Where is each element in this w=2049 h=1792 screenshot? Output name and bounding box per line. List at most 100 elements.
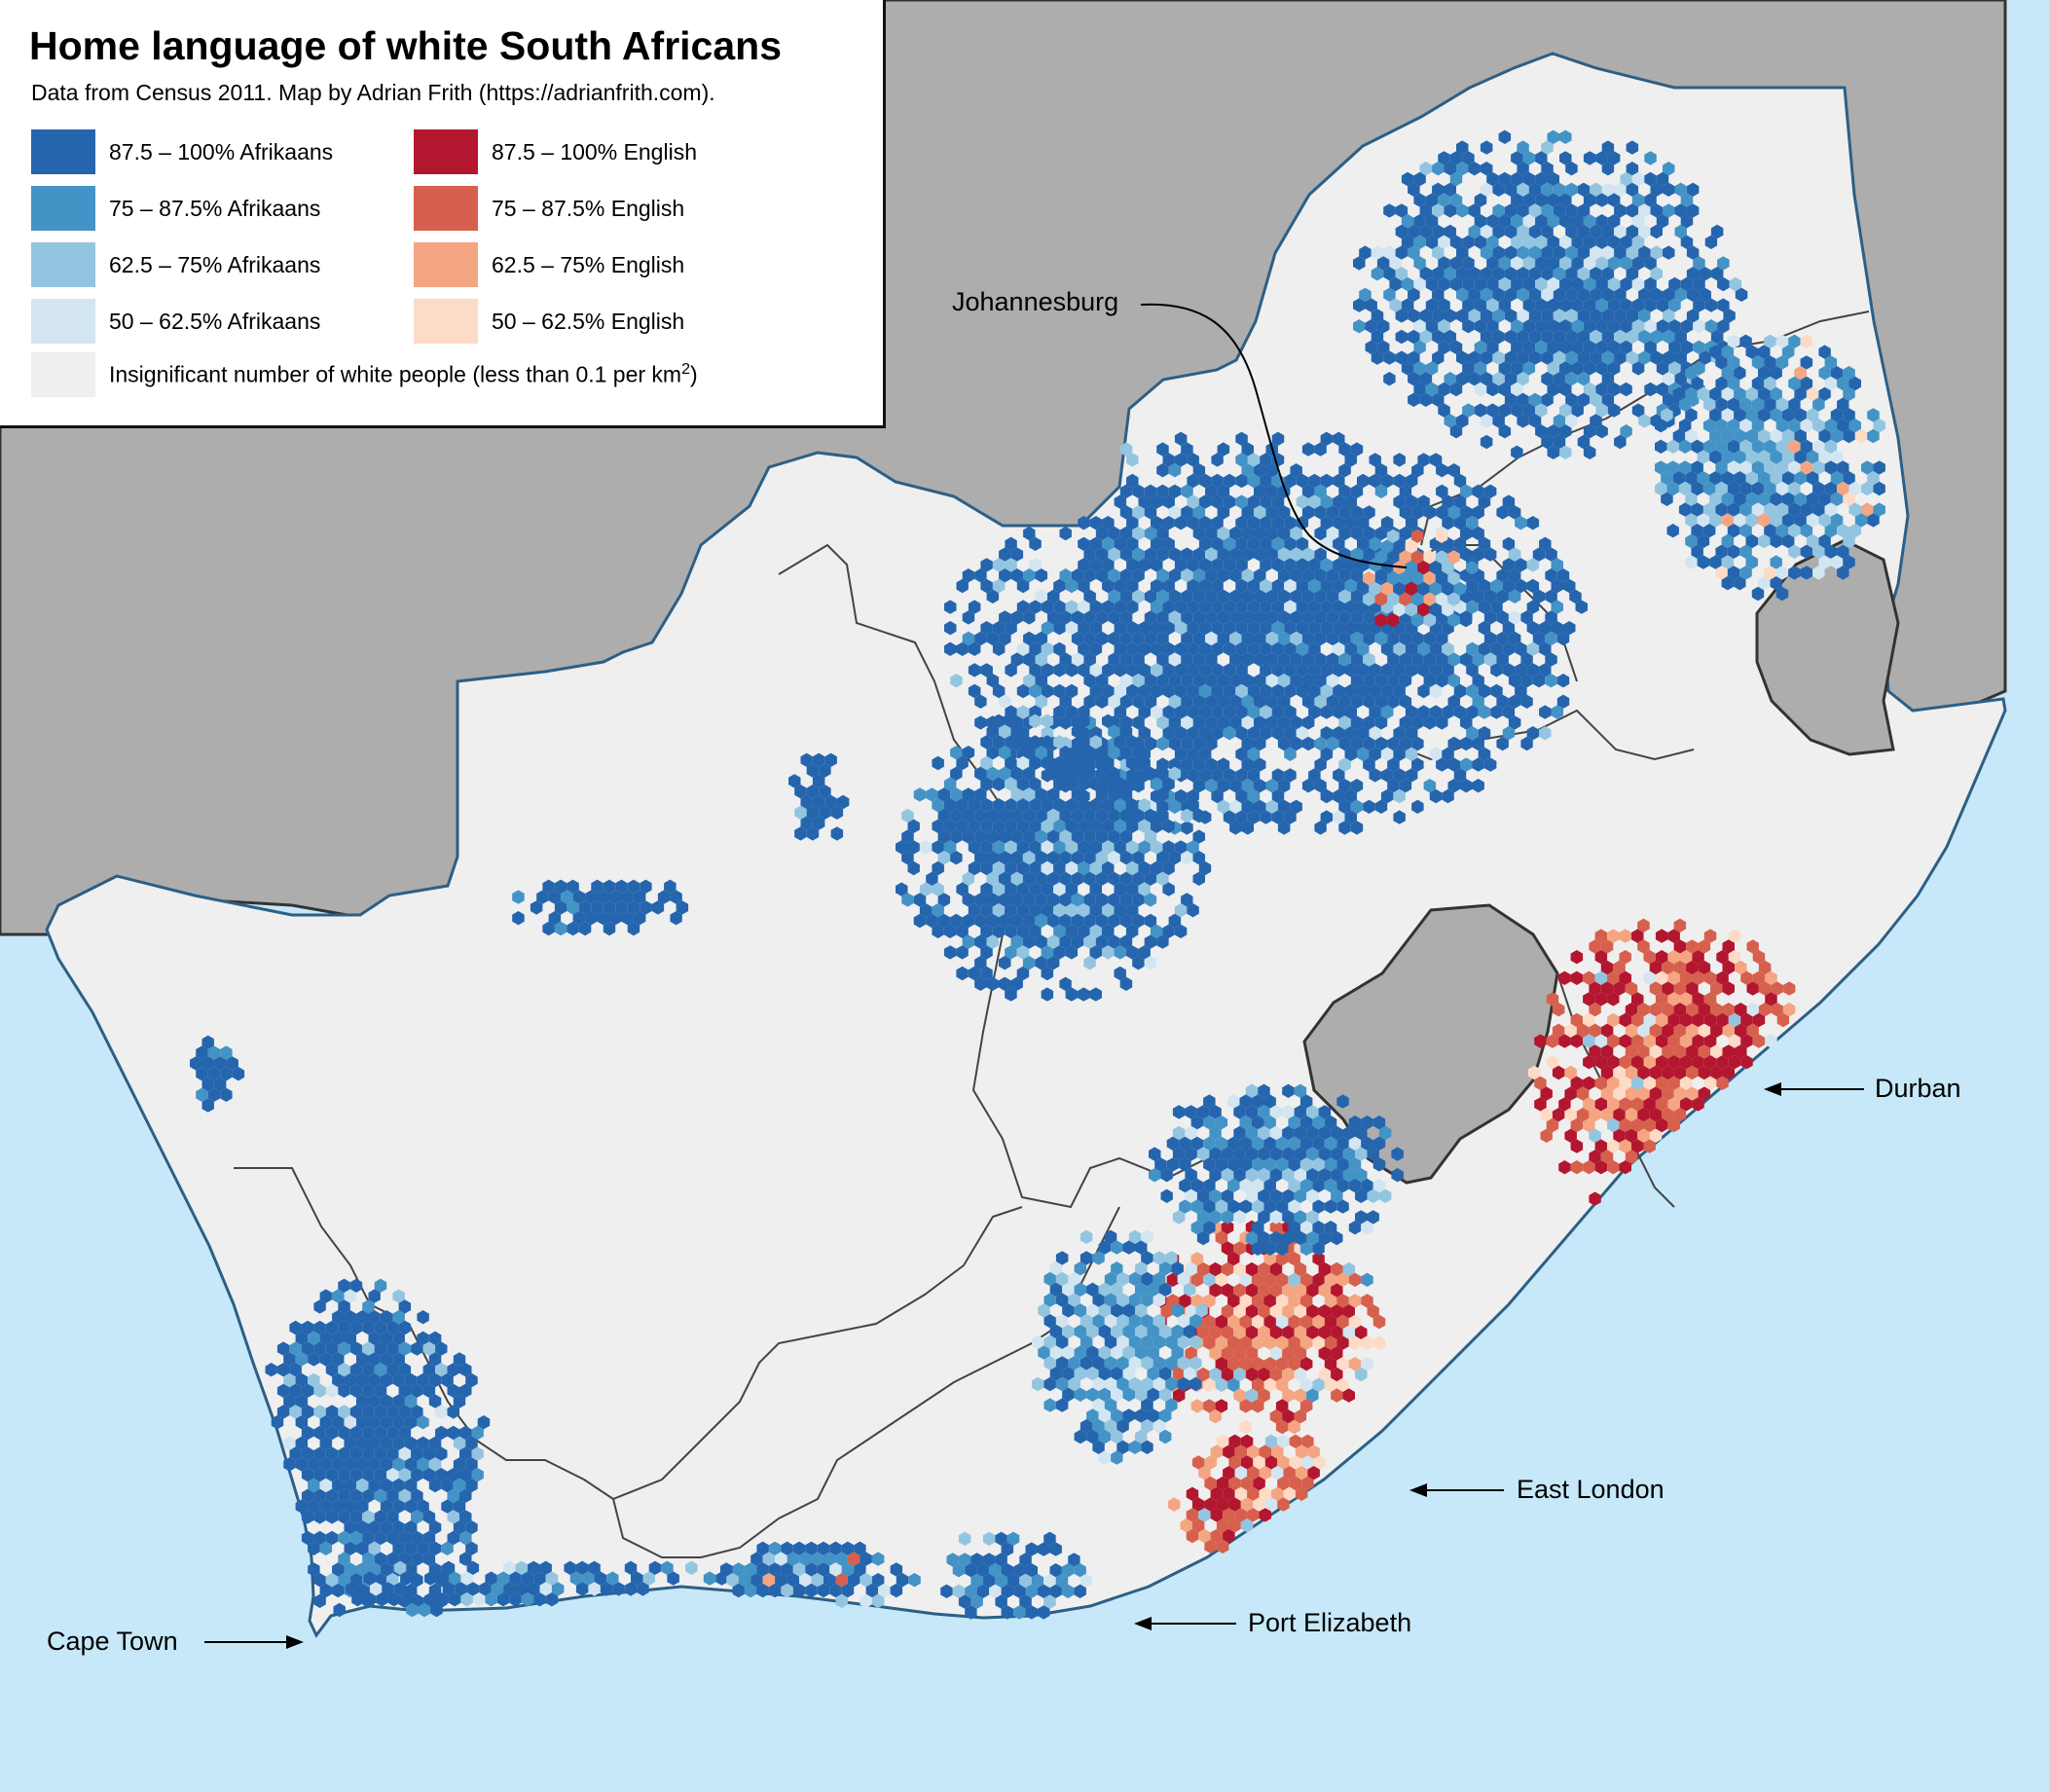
hex-cell	[1284, 726, 1297, 741]
hex-cell	[1108, 652, 1120, 667]
hex-cell	[1405, 516, 1418, 530]
hex-cell	[1252, 1377, 1264, 1392]
hex-cell	[393, 1560, 407, 1575]
hex-cell	[1656, 298, 1669, 312]
hex-cell	[1667, 992, 1680, 1006]
hex-cell	[1260, 536, 1272, 551]
hex-cell	[1254, 757, 1266, 772]
hex-cell	[1104, 1419, 1117, 1434]
hex-cell	[1083, 631, 1096, 646]
hex-cell	[1405, 641, 1418, 656]
hex-cell	[1413, 171, 1426, 187]
hex-cell	[1271, 516, 1285, 530]
hex-cell	[1704, 235, 1718, 249]
hex-cell	[1240, 1455, 1254, 1470]
hex-cell	[1614, 309, 1627, 323]
hex-cell	[338, 1530, 350, 1546]
hex-cell	[1674, 350, 1687, 365]
hex-cell	[349, 1405, 363, 1419]
hex-cell	[1010, 871, 1023, 886]
hex-cell	[980, 578, 993, 594]
hex-cell	[1181, 821, 1193, 835]
hex-cell	[1035, 956, 1047, 970]
hex-cell	[1235, 663, 1248, 677]
hex-cell	[974, 694, 987, 709]
hex-cell	[1138, 860, 1151, 876]
hex-cell	[1190, 1272, 1204, 1287]
hex-cell	[1625, 1086, 1638, 1101]
hex-cell	[937, 787, 951, 802]
hex-cell	[612, 1582, 625, 1596]
hex-cell	[1721, 386, 1735, 401]
hex-cell	[1709, 408, 1722, 422]
hex-cell	[1478, 641, 1491, 656]
hex-cell	[1462, 151, 1475, 165]
hex-cell	[1029, 860, 1042, 876]
hex-cell	[1468, 309, 1481, 323]
hex-cell	[1570, 950, 1584, 965]
hex-cell	[1126, 516, 1139, 530]
hex-cell	[1442, 516, 1454, 530]
hex-cell	[1357, 683, 1370, 699]
hex-cell	[1043, 1573, 1056, 1589]
hex-cell	[554, 921, 567, 936]
hex-cell	[1308, 558, 1321, 572]
hex-cell	[1277, 1476, 1290, 1491]
hex-cell	[1083, 746, 1096, 760]
hex-cell	[1053, 641, 1066, 656]
hex-cell	[1254, 526, 1266, 541]
hex-cell	[1095, 547, 1109, 562]
hex-cell	[1119, 568, 1133, 583]
hex-cell	[1601, 392, 1615, 407]
hex-cell	[1111, 1262, 1123, 1276]
hex-cell	[1125, 840, 1139, 855]
hex-cell	[1158, 1262, 1172, 1276]
hex-cell	[1613, 1086, 1626, 1101]
hex-cell	[1643, 1139, 1656, 1153]
hex-cell	[1241, 631, 1254, 646]
hex-cell	[1083, 808, 1096, 823]
hex-cell	[393, 1582, 407, 1596]
hex-cell	[1583, 1117, 1595, 1133]
hex-cell	[1132, 746, 1145, 760]
hex-cell	[1252, 1399, 1264, 1413]
hex-cell	[1594, 950, 1608, 965]
hex-cell	[1191, 1455, 1205, 1470]
hex-cell	[1168, 505, 1182, 520]
hex-cell	[1114, 882, 1126, 896]
hex-cell	[1553, 434, 1566, 450]
hex-cell	[1247, 473, 1261, 489]
hex-cell	[1306, 1325, 1319, 1339]
hex-cell	[919, 840, 933, 855]
hex-cell	[1215, 1399, 1228, 1413]
hex-cell	[1301, 505, 1315, 520]
hex-cell	[1492, 245, 1505, 260]
hex-cell	[1035, 893, 1047, 907]
hex-cell	[1374, 631, 1388, 646]
hex-cell	[1119, 746, 1133, 760]
hexbin-data-layer	[190, 129, 1885, 1620]
city-label-port-elizabeth: Port Elizabeth	[1248, 1608, 1412, 1637]
hex-cell	[1162, 600, 1175, 614]
hex-cell	[301, 1341, 314, 1356]
hex-cell	[1102, 558, 1115, 572]
hex-cell	[1301, 1476, 1314, 1491]
hex-cell	[965, 1584, 977, 1598]
hex-cell	[1393, 581, 1406, 596]
hex-cell	[956, 924, 969, 938]
hex-cell	[1108, 913, 1120, 929]
hex-cell	[829, 1583, 842, 1598]
hex-cell	[1022, 871, 1036, 886]
hex-cell	[1788, 376, 1801, 391]
hex-cell	[1556, 674, 1570, 688]
hex-cell	[1460, 757, 1473, 772]
hex-cell	[1583, 1076, 1595, 1090]
hex-cell	[386, 1320, 399, 1335]
hex-cell	[800, 752, 813, 767]
hex-cell	[1239, 1199, 1252, 1214]
hex-cell	[349, 1425, 363, 1441]
hex-cell	[1873, 460, 1885, 475]
hex-cell	[1299, 1377, 1313, 1392]
hex-cell	[1277, 1434, 1290, 1448]
hex-cell	[1336, 1294, 1349, 1308]
